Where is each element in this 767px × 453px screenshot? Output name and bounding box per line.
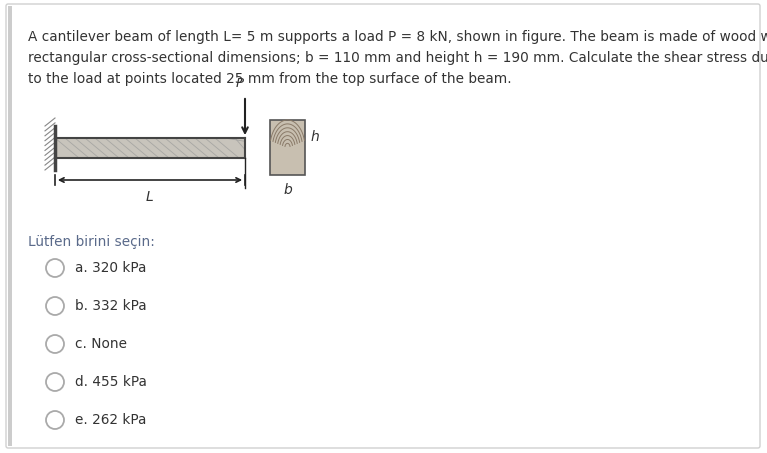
Text: A cantilever beam of length L= 5 m supports a load P = 8 kN, shown in figure. Th: A cantilever beam of length L= 5 m suppo… [28, 30, 767, 44]
Text: b: b [283, 183, 292, 197]
Text: d. 455 kPa: d. 455 kPa [75, 375, 146, 389]
Text: L: L [146, 190, 154, 204]
Text: h: h [311, 130, 320, 144]
Text: e. 262 kPa: e. 262 kPa [75, 413, 146, 427]
Text: b. 332 kPa: b. 332 kPa [75, 299, 146, 313]
Text: Lütfen birini seçin:: Lütfen birini seçin: [28, 235, 155, 249]
FancyBboxPatch shape [6, 4, 760, 448]
Bar [55, 138, 245, 158]
Text: P: P [236, 77, 244, 90]
Bar [270, 120, 305, 175]
Text: a. 320 kPa: a. 320 kPa [75, 261, 146, 275]
Text: c. None: c. None [75, 337, 127, 351]
Text: rectangular cross-sectional dimensions; b = 110 mm and height h = 190 mm. Calcul: rectangular cross-sectional dimensions; … [28, 51, 767, 65]
Bar [8, 6, 12, 446]
Text: to the load at points located 25 mm from the top surface of the beam.: to the load at points located 25 mm from… [28, 72, 512, 86]
